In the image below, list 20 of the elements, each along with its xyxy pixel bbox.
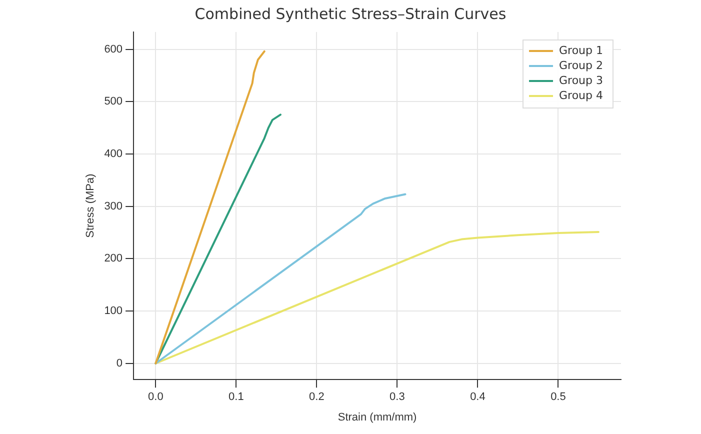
- x-tick-label: 0.1: [228, 391, 244, 404]
- x-tick-label: 0.0: [148, 391, 164, 404]
- y-tick-label: 500: [104, 96, 123, 108]
- x-tick-label: 0.4: [470, 391, 486, 404]
- x-tick-label: 0.3: [390, 391, 405, 404]
- y-tick-label: 300: [104, 200, 123, 212]
- y-tick-label: 600: [104, 43, 123, 56]
- y-tick-label: 100: [104, 305, 123, 318]
- y-tick-label: 200: [104, 252, 123, 265]
- legend-label: Group 4: [559, 88, 603, 102]
- y-axis-title: Stress (MPa): [84, 174, 97, 238]
- legend-label: Group 3: [559, 74, 603, 87]
- x-tick-label: 0.2: [309, 391, 324, 404]
- legend-label: Group 1: [559, 44, 603, 57]
- y-tick-label: 0: [116, 357, 123, 370]
- legend-label: Group 2: [559, 58, 603, 72]
- chart-title: Combined Synthetic Stress–Strain Curves: [194, 4, 506, 23]
- x-axis-title: Strain (mm/mm): [338, 411, 417, 424]
- x-tick-label: 0.5: [550, 391, 566, 404]
- y-tick-label: 400: [104, 148, 123, 160]
